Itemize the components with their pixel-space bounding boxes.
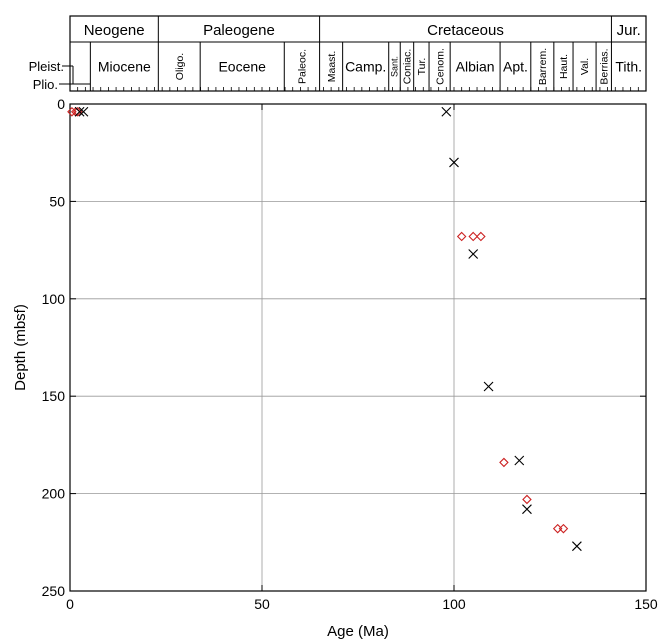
plio-label: Plio. (33, 77, 58, 92)
y-axis-label: Depth (mbsf) (12, 304, 29, 391)
x-axis-ticks: 0 50 100 150 (66, 104, 658, 612)
y-tick-label: 200 (42, 486, 66, 502)
epoch-label: Val. (579, 58, 591, 75)
diamond-marker (558, 523, 569, 534)
diamond-marker (522, 494, 532, 505)
epoch-label: Albian (456, 59, 495, 75)
epoch-label: Haut. (558, 54, 570, 79)
diamond-marker (552, 523, 563, 534)
period-label: Neogene (84, 22, 145, 39)
cross-stroke (468, 249, 479, 259)
data-points (67, 106, 582, 552)
cross-stroke (571, 541, 582, 552)
period-label: Cretaceous (427, 22, 504, 39)
epoch-label: Paleoc. (297, 49, 309, 84)
epoch-label: Miocene (98, 59, 151, 75)
y-tick-label: 150 (42, 388, 66, 404)
cross-stroke (441, 106, 452, 117)
cross-marker (483, 381, 494, 392)
epoch-label: Tith. (615, 59, 642, 75)
epoch-label: Coniac. (402, 49, 414, 85)
cross-marker (468, 249, 479, 259)
period-label: Paleogene (203, 22, 275, 39)
x-tick-label: 0 (66, 596, 74, 612)
x-axis-label: Age (Ma) (327, 623, 389, 640)
cross-marker (441, 106, 452, 117)
epoch-label: Apt. (503, 59, 528, 75)
x-tick-label: 100 (442, 596, 466, 612)
epoch-label: Berrias. (598, 48, 610, 84)
cross-stroke (514, 455, 525, 466)
diamond-marker (468, 231, 478, 242)
cross-stroke (74, 106, 85, 117)
epoch-label: Eocene (218, 59, 266, 75)
epoch-label: Tur. (416, 58, 428, 76)
epoch-label: Maast. (326, 51, 338, 83)
cross-marker (449, 157, 459, 168)
cross-marker (78, 106, 89, 117)
y-tick-label: 50 (49, 193, 65, 209)
cross-marker (522, 504, 532, 515)
pleist-label: Pleist. (29, 59, 64, 74)
y-tick-label: 0 (57, 96, 65, 112)
cross-stroke (78, 106, 89, 117)
y-tick-label: 250 (42, 583, 66, 599)
y-axis-ticks: 0 50 100 150 200 250 (42, 96, 646, 599)
x-tick-label: 50 (254, 596, 270, 612)
cross-stroke (483, 381, 494, 392)
epoch-label: Cenom. (434, 48, 446, 85)
cross-marker (514, 455, 525, 466)
plot-frame (69, 103, 647, 592)
cross-stroke (449, 157, 459, 168)
period-label: Jur. (617, 22, 641, 39)
cross-stroke (522, 504, 532, 515)
x-tick-label: 150 (634, 596, 658, 612)
epoch-label: Barrem. (537, 48, 549, 85)
y-tick-label: 100 (42, 291, 66, 307)
diamond-marker (456, 231, 467, 242)
diamond-marker (476, 231, 486, 242)
timescale-header: Neogene Paleogene Cretaceous Jur. Miocene Oli… (29, 15, 647, 92)
plot-area: 0 50 100 150 0 50 100 150 200 250 (42, 96, 658, 612)
epoch-label: Camp. (345, 59, 386, 75)
cross-marker (571, 541, 582, 552)
timescale-frame (69, 15, 647, 92)
epoch-label: Oligo. (174, 53, 186, 80)
cross-marker (74, 106, 85, 117)
diamond-marker (499, 457, 509, 468)
gridlines (70, 104, 646, 591)
epoch-label: Sant. (390, 56, 400, 77)
